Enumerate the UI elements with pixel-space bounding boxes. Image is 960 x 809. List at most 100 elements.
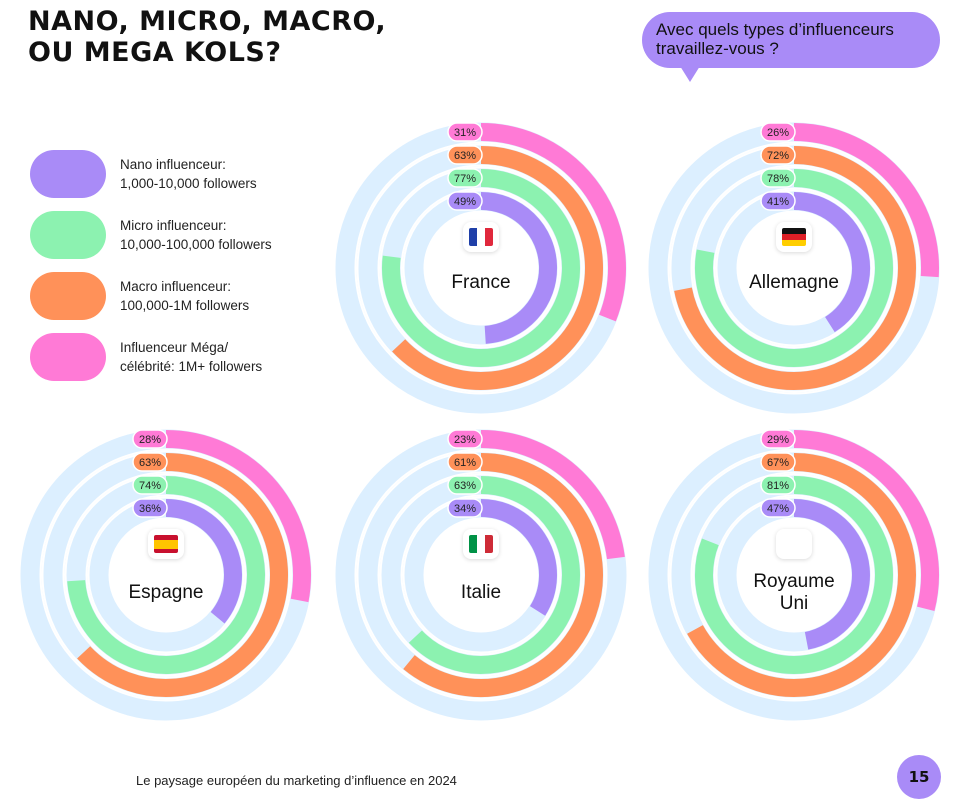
value-label-macro-italie: 61%	[454, 457, 476, 469]
pill-micro-royaume-uni	[760, 475, 796, 495]
france-flag-icon	[469, 228, 493, 246]
chart-center-royaume-uni	[738, 519, 850, 631]
pill-micro-allemagne	[760, 168, 796, 188]
value-label-nano-allemagne: 41%	[767, 196, 789, 208]
country-label-royaume-uni-line-1: Royaume	[753, 571, 835, 592]
bar-mega-france	[480, 123, 626, 322]
country-label-allemagne: Allemagne	[704, 272, 884, 294]
pill-nano-allemagne	[760, 191, 796, 211]
value-label-nano-royaume-uni: 47%	[767, 503, 789, 515]
pill-macro-allemagne	[760, 145, 796, 165]
page-title-line-1: NANO, MICRO, MACRO,	[28, 6, 387, 37]
value-label-nano-espagne: 36%	[139, 503, 161, 515]
country-label-italie-line-1: Italie	[460, 582, 502, 603]
bar-nano-espagne	[165, 499, 242, 624]
value-label-macro-allemagne: 72%	[767, 150, 789, 162]
pill-micro-france	[447, 168, 483, 188]
value-label-micro-allemagne: 78%	[767, 173, 789, 185]
value-label-micro-espagne: 74%	[139, 480, 161, 492]
flag-badge-espagne	[148, 529, 184, 559]
bar-macro-allemagne	[674, 146, 916, 390]
flag-badge-france	[463, 222, 499, 252]
page-title-line-2: OU MEGA KOLS?	[28, 37, 282, 68]
pill-nano-royaume-uni	[760, 498, 796, 518]
legend-range-macro: 100,000-1M followers	[120, 298, 250, 313]
country-label-france: France	[391, 272, 571, 294]
pill-nano-france	[447, 191, 483, 211]
legend-range-micro: 10,000-100,000 followers	[120, 237, 272, 252]
bar-micro-espagne	[67, 476, 265, 674]
bar-macro-espagne	[77, 453, 288, 697]
legend-range-nano: 1,000-10,000 followers	[120, 176, 257, 191]
legend-range-mega: célébrité: 1M+ followers	[120, 359, 263, 374]
legend-swatch-nano	[30, 150, 106, 198]
value-label-micro-italie: 63%	[454, 480, 476, 492]
bar-micro-italie	[408, 476, 580, 674]
value-label-mega-espagne: 28%	[139, 434, 161, 446]
pill-macro-france	[447, 145, 483, 165]
radial-chart-allemagne: 26% 72% 78% 41%	[646, 120, 942, 416]
legend-swatch-mega	[30, 333, 106, 381]
pill-micro-italie	[447, 475, 483, 495]
value-label-mega-italie: 23%	[454, 434, 476, 446]
value-label-macro-france: 63%	[454, 150, 476, 162]
bar-micro-france	[382, 169, 580, 367]
bar-nano-italie	[480, 499, 557, 616]
bar-nano-allemagne	[793, 192, 870, 333]
value-label-mega-france: 31%	[454, 127, 476, 139]
flag-badge-italie	[463, 529, 499, 559]
pill-mega-espagne	[132, 429, 168, 449]
legend-text-nano: Nano influenceur: 1,000-10,000 followers	[120, 155, 257, 193]
flag-badge-royaume-uni	[776, 529, 812, 559]
radial-chart-france: 31% 63% 77% 49%	[333, 120, 629, 416]
legend-item-nano: Nano influenceur: 1,000-10,000 followers	[30, 150, 330, 198]
germany-flag-icon	[782, 228, 806, 246]
bar-mega-royaume-uni	[793, 430, 939, 612]
chart-royaume-uni: 29% 67% 81% 47% Royaume Uni	[644, 425, 944, 725]
legend-label-macro: Macro influenceur:	[120, 279, 232, 294]
bar-nano-france	[480, 192, 558, 344]
pill-mega-allemagne	[760, 122, 796, 142]
chart-center-france	[425, 212, 537, 324]
value-label-nano-france: 49%	[454, 196, 476, 208]
chart-espagne: 28% 63% 74% 36% Espagne	[16, 425, 316, 725]
radial-chart-espagne: 28% 63% 74% 36%	[18, 427, 314, 723]
pill-macro-royaume-uni	[760, 452, 796, 472]
bar-micro-allemagne	[695, 169, 893, 367]
legend-label-mega: Influenceur Méga/	[120, 340, 229, 355]
legend-text-micro: Micro influenceur: 10,000-100,000 follow…	[120, 216, 272, 254]
radial-chart-italie: 23% 61% 63% 34%	[333, 427, 629, 723]
chart-center-italie	[425, 519, 537, 631]
question-line-2: travaillez-vous ?	[656, 39, 779, 58]
country-label-italie: Italie	[391, 582, 571, 604]
chart-center-espagne	[110, 519, 222, 631]
legend-swatch-macro	[30, 272, 106, 320]
pill-macro-espagne	[132, 452, 168, 472]
question-bubble: Avec quels types d’influenceurs travaill…	[642, 12, 940, 68]
value-label-micro-france: 77%	[454, 173, 476, 185]
country-label-france-line-1: France	[451, 272, 511, 293]
value-label-macro-espagne: 63%	[139, 457, 161, 469]
legend-label-micro: Micro influenceur:	[120, 218, 227, 233]
bar-macro-royaume-uni	[687, 453, 916, 697]
legend-item-micro: Micro influenceur: 10,000-100,000 follow…	[30, 211, 330, 259]
legend-item-mega: Influenceur Méga/ célébrité: 1M+ followe…	[30, 333, 330, 381]
bar-mega-italie	[480, 430, 625, 560]
legend-item-macro: Macro influenceur: 100,000-1M followers	[30, 272, 330, 320]
question-bubble-tail	[680, 66, 700, 82]
page-number: 15	[897, 755, 941, 799]
bar-macro-italie	[403, 453, 603, 697]
legend-text-macro: Macro influenceur: 100,000-1M followers	[120, 277, 249, 315]
pill-nano-espagne	[132, 498, 168, 518]
italy-flag-icon	[469, 535, 493, 553]
footer-text: Le paysage européen du marketing d’influ…	[136, 773, 457, 788]
bar-mega-espagne	[165, 430, 311, 603]
page-title: NANO, MICRO, MACRO, OU MEGA KOLS?	[28, 6, 386, 68]
uk-flag-icon	[782, 535, 806, 553]
chart-center-allemagne	[738, 212, 850, 324]
pill-mega-royaume-uni	[760, 429, 796, 449]
legend-swatch-micro	[30, 211, 106, 259]
legend-text-mega: Influenceur Méga/ célébrité: 1M+ followe…	[120, 338, 262, 376]
value-label-macro-royaume-uni: 67%	[767, 457, 789, 469]
value-label-mega-royaume-uni: 29%	[767, 434, 789, 446]
